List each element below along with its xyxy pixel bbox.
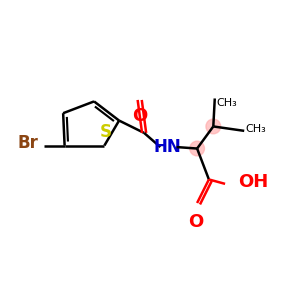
Text: O: O: [132, 107, 147, 125]
Text: O: O: [188, 213, 203, 231]
Text: S: S: [100, 123, 112, 141]
Text: Br: Br: [17, 134, 38, 152]
Text: CH₃: CH₃: [246, 124, 266, 134]
Circle shape: [190, 141, 205, 156]
Text: HN: HN: [154, 138, 182, 156]
Circle shape: [206, 119, 221, 134]
Text: OH: OH: [238, 173, 268, 191]
Text: CH₃: CH₃: [216, 98, 237, 108]
